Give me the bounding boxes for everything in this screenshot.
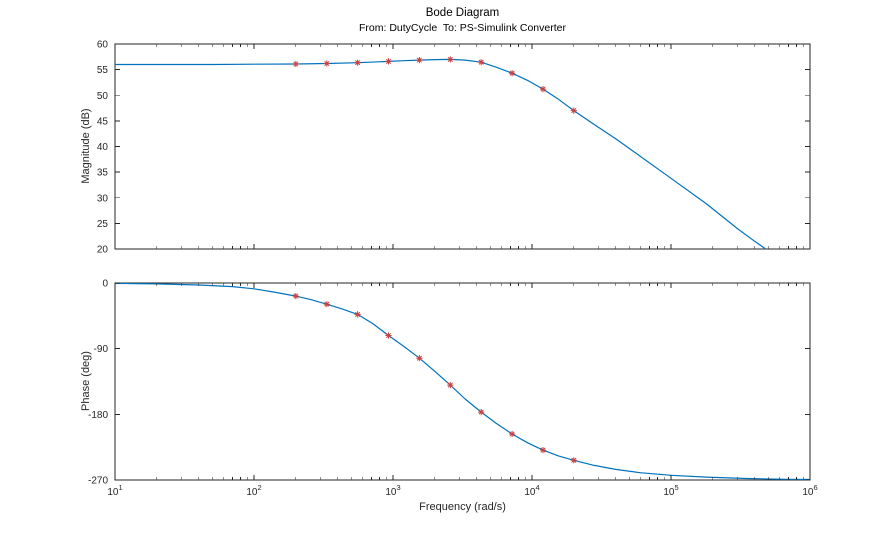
svg-text:20: 20 — [97, 245, 109, 256]
svg-text:104: 104 — [524, 483, 539, 498]
svg-text:35: 35 — [97, 168, 109, 179]
plot-title: Bode Diagram — [425, 7, 500, 19]
svg-text:-90: -90 — [94, 344, 109, 355]
svg-text:60: 60 — [97, 40, 109, 51]
svg-text:-270: -270 — [88, 476, 108, 487]
svg-text:106: 106 — [802, 483, 817, 498]
plot-subtitle: From: DutyCycle To: PS-Simulink Converte… — [359, 22, 566, 34]
svg-text:55: 55 — [97, 65, 109, 76]
svg-text:50: 50 — [97, 91, 109, 102]
svg-text:103: 103 — [385, 483, 400, 498]
svg-text:105: 105 — [663, 483, 678, 498]
svg-text:45: 45 — [97, 116, 109, 127]
svg-text:-180: -180 — [88, 410, 108, 421]
svg-text:40: 40 — [97, 142, 109, 153]
svg-text:30: 30 — [97, 193, 109, 204]
svg-text:0: 0 — [102, 279, 108, 290]
svg-text:102: 102 — [246, 483, 261, 498]
svg-text:25: 25 — [97, 219, 109, 230]
x-axis-label: Frequency (rad/s) — [419, 501, 506, 513]
svg-text:101: 101 — [107, 483, 122, 498]
